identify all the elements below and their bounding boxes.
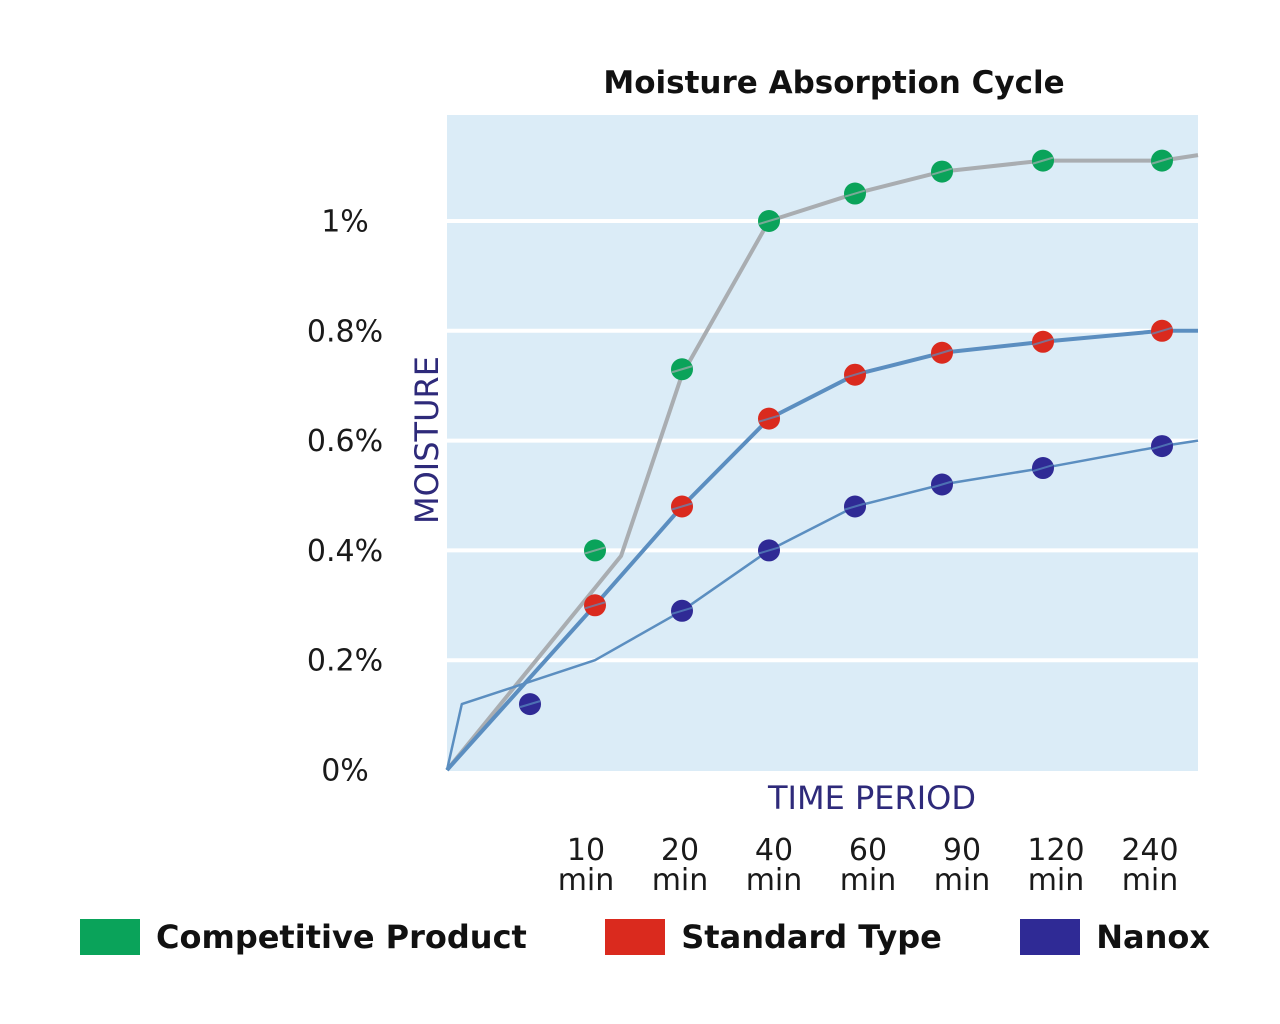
marker-line-overlay <box>758 414 780 423</box>
y-tick-label: 0.8% <box>307 314 383 349</box>
marker-line-overlay <box>1032 337 1054 346</box>
y-tick-label: 0.6% <box>307 424 383 459</box>
legend-swatch-green <box>80 919 140 955</box>
x-tick-label: min <box>652 863 709 898</box>
series-line-nanox <box>445 439 1199 771</box>
y-tick-label: 1% <box>321 205 369 240</box>
legend-label: Nanox <box>1096 918 1210 956</box>
x-tick-label: 240 <box>1121 833 1178 868</box>
marker-line-overlay <box>758 546 780 555</box>
legend-item-nanox: Nanox <box>1020 918 1210 956</box>
marker-line-overlay <box>671 365 693 374</box>
marker-line-overlay <box>758 217 780 225</box>
x-tick-label: 40 <box>755 833 793 868</box>
y-tick-label: 0.2% <box>307 644 383 679</box>
marker-line-overlay <box>1151 156 1173 165</box>
legend-label: Competitive Product <box>156 918 527 956</box>
x-tick-label: 20 <box>661 833 699 868</box>
marker-line-overlay <box>671 606 693 615</box>
x-tick-label: 120 <box>1027 833 1084 868</box>
x-axis-label: TIME PERIOD <box>767 779 976 817</box>
legend-label: Standard Type <box>681 918 942 956</box>
legend: Competitive Product Standard Type Nanox <box>80 918 1210 956</box>
y-tick-label: 0% <box>321 754 369 789</box>
y-axis-label: MOISTURE <box>408 356 446 524</box>
marker-line-overlay <box>844 502 866 511</box>
marker-line-overlay <box>1032 464 1054 473</box>
marker-line-overlay <box>931 348 953 357</box>
legend-item-competitive-product: Competitive Product <box>80 918 527 956</box>
legend-item-standard-type: Standard Type <box>605 918 942 956</box>
marker-line-overlay <box>844 370 866 379</box>
marker-line-overlay <box>671 502 693 511</box>
legend-swatch-red <box>605 919 666 955</box>
chart-title: Moisture Absorption Cycle <box>603 65 1064 101</box>
x-tick-label: min <box>558 863 615 898</box>
series-markers <box>519 149 1173 716</box>
marker-line-overlay <box>1032 156 1054 165</box>
marker-line-overlay <box>584 601 606 610</box>
marker-line-overlay <box>931 167 953 176</box>
x-tick-label: min <box>1122 863 1179 898</box>
x-tick-label: 90 <box>943 833 981 868</box>
x-tick-label: min <box>934 863 991 898</box>
marker-line-overlay <box>844 189 866 198</box>
y-tick-label: 0.4% <box>307 534 383 569</box>
x-tick-label: min <box>840 863 897 898</box>
marker-line-overlay <box>1151 442 1173 451</box>
x-tick-label: 60 <box>849 833 887 868</box>
y-tick-labels: 0% 0.2% 0.4% 0.6% 0.8% 1% <box>307 205 383 789</box>
legend-swatch-blue <box>1020 919 1081 955</box>
x-tick-label: min <box>746 863 803 898</box>
marker-line-overlay <box>931 480 953 489</box>
marker-line-overlay <box>1151 326 1173 335</box>
x-tick-label: 10 <box>567 833 605 868</box>
marker-line-overlay <box>584 546 606 555</box>
gridlines <box>447 219 1198 663</box>
marker-line-overlay <box>519 700 541 709</box>
x-tick-label: min <box>1028 863 1085 898</box>
